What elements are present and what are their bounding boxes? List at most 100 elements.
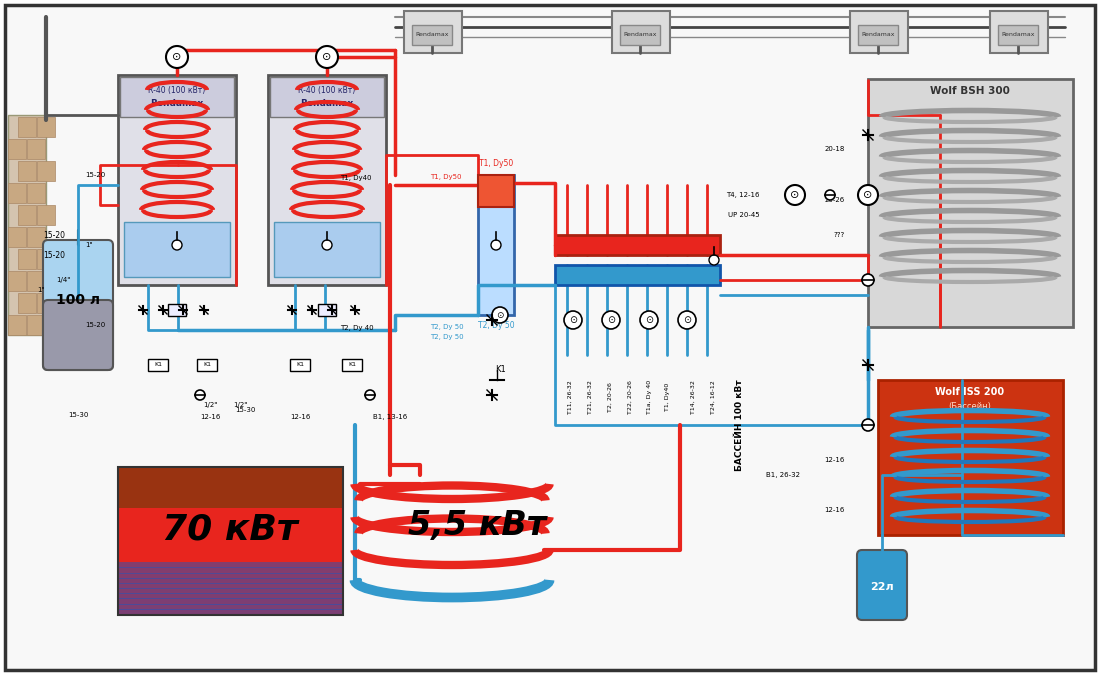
Text: B1, 26-32: B1, 26-32 xyxy=(766,472,800,478)
Text: Rendamax: Rendamax xyxy=(300,99,353,107)
Bar xyxy=(28,139,45,159)
Bar xyxy=(118,566,343,574)
Bar xyxy=(118,562,343,568)
Bar xyxy=(850,11,908,53)
Bar xyxy=(118,591,343,597)
FancyBboxPatch shape xyxy=(43,240,113,370)
Bar xyxy=(36,205,55,225)
Text: ⊙: ⊙ xyxy=(173,52,182,62)
Text: T21, 26-32: T21, 26-32 xyxy=(587,380,593,414)
Bar xyxy=(118,572,343,578)
Bar xyxy=(118,596,343,603)
Bar xyxy=(36,161,55,181)
Text: K1: K1 xyxy=(296,362,304,367)
Bar xyxy=(28,227,45,247)
Bar xyxy=(118,467,343,615)
Bar xyxy=(118,609,343,615)
Bar xyxy=(18,205,35,225)
Bar xyxy=(118,502,343,508)
Text: ⊙: ⊙ xyxy=(790,190,800,200)
Bar xyxy=(270,77,384,117)
Bar xyxy=(556,265,720,285)
Bar xyxy=(28,315,45,335)
Bar xyxy=(118,555,343,562)
Bar xyxy=(118,588,343,594)
Bar xyxy=(18,117,35,137)
Bar xyxy=(404,11,462,53)
Text: 12-16: 12-16 xyxy=(825,457,845,463)
Bar xyxy=(28,183,45,203)
Bar xyxy=(118,608,343,615)
Bar xyxy=(118,561,343,568)
Bar xyxy=(148,359,168,371)
Text: 1": 1" xyxy=(37,287,45,293)
Bar xyxy=(118,583,343,589)
Bar xyxy=(118,484,343,491)
Text: K1: K1 xyxy=(495,365,505,375)
Text: 12-16: 12-16 xyxy=(825,507,845,513)
Circle shape xyxy=(564,311,582,329)
Bar xyxy=(118,537,343,544)
Bar xyxy=(412,25,452,45)
Text: UP 20-45: UP 20-45 xyxy=(728,212,760,218)
FancyBboxPatch shape xyxy=(43,300,113,370)
Circle shape xyxy=(825,190,835,200)
Text: 5,5 кВт: 5,5 кВт xyxy=(408,510,546,543)
Circle shape xyxy=(491,240,501,250)
Bar xyxy=(36,117,55,137)
Bar xyxy=(118,495,343,502)
Circle shape xyxy=(492,307,508,323)
Circle shape xyxy=(316,46,338,68)
Text: ⊙: ⊙ xyxy=(607,315,615,325)
Bar xyxy=(118,572,343,579)
Text: T11, 26-32: T11, 26-32 xyxy=(568,380,572,414)
Text: T22, 20-26: T22, 20-26 xyxy=(627,380,632,414)
Text: T2, Dy 50: T2, Dy 50 xyxy=(477,321,515,329)
Bar xyxy=(118,593,343,599)
Bar xyxy=(878,380,1063,535)
Circle shape xyxy=(678,311,696,329)
Bar xyxy=(18,293,35,313)
Bar xyxy=(18,249,35,269)
Text: T2, Dy 50: T2, Dy 50 xyxy=(430,334,463,340)
Text: 100 л: 100 л xyxy=(56,293,100,307)
Bar xyxy=(124,222,230,277)
Bar xyxy=(556,235,720,255)
Text: ⊙: ⊙ xyxy=(322,52,332,62)
Text: T1, Dy40: T1, Dy40 xyxy=(666,383,671,411)
Bar xyxy=(36,293,55,313)
Text: Rendamax: Rendamax xyxy=(1001,32,1035,36)
Bar xyxy=(8,271,26,291)
Bar xyxy=(118,514,343,520)
Text: 1/2": 1/2" xyxy=(233,402,248,408)
Text: 15-30: 15-30 xyxy=(68,412,88,418)
Circle shape xyxy=(785,185,805,205)
Bar xyxy=(118,466,343,473)
Bar xyxy=(118,543,343,550)
Circle shape xyxy=(710,255,719,265)
Text: T1, Dy40: T1, Dy40 xyxy=(340,175,372,181)
Text: Rendamax: Rendamax xyxy=(861,32,894,36)
Text: T2, 20-26: T2, 20-26 xyxy=(607,382,613,412)
Bar xyxy=(118,599,343,605)
Text: ???: ??? xyxy=(834,232,845,238)
Text: (Бассейн): (Бассейн) xyxy=(948,402,991,410)
Circle shape xyxy=(166,46,188,68)
Bar xyxy=(8,139,26,159)
Bar xyxy=(118,549,343,556)
Bar xyxy=(990,11,1048,53)
Text: T2, Dy 40: T2, Dy 40 xyxy=(340,325,374,331)
Text: 15-20: 15-20 xyxy=(85,172,106,178)
Bar xyxy=(118,531,343,538)
Bar xyxy=(858,25,898,45)
Text: Rendamax: Rendamax xyxy=(416,32,449,36)
Bar xyxy=(612,11,670,53)
Text: 15-20: 15-20 xyxy=(43,250,65,259)
Text: T1, Dy50: T1, Dy50 xyxy=(430,174,462,180)
Bar xyxy=(118,489,343,497)
Text: Wolf ISS 200: Wolf ISS 200 xyxy=(935,387,1004,397)
Text: 70 кВт: 70 кВт xyxy=(162,512,298,546)
Circle shape xyxy=(172,240,182,250)
Bar xyxy=(478,175,514,315)
Bar xyxy=(28,271,45,291)
